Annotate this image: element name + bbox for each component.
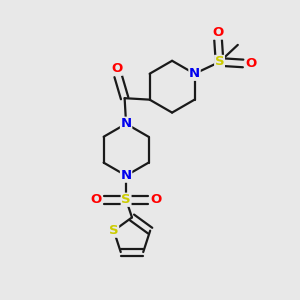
Text: N: N	[121, 117, 132, 130]
Text: O: O	[91, 193, 102, 206]
Text: O: O	[212, 26, 224, 39]
Text: N: N	[189, 67, 200, 80]
Text: S: S	[215, 56, 224, 68]
Text: O: O	[246, 57, 257, 70]
Text: O: O	[150, 193, 161, 206]
Text: S: S	[121, 193, 131, 206]
Text: S: S	[109, 224, 118, 237]
Text: O: O	[111, 62, 122, 75]
Text: N: N	[121, 169, 132, 182]
